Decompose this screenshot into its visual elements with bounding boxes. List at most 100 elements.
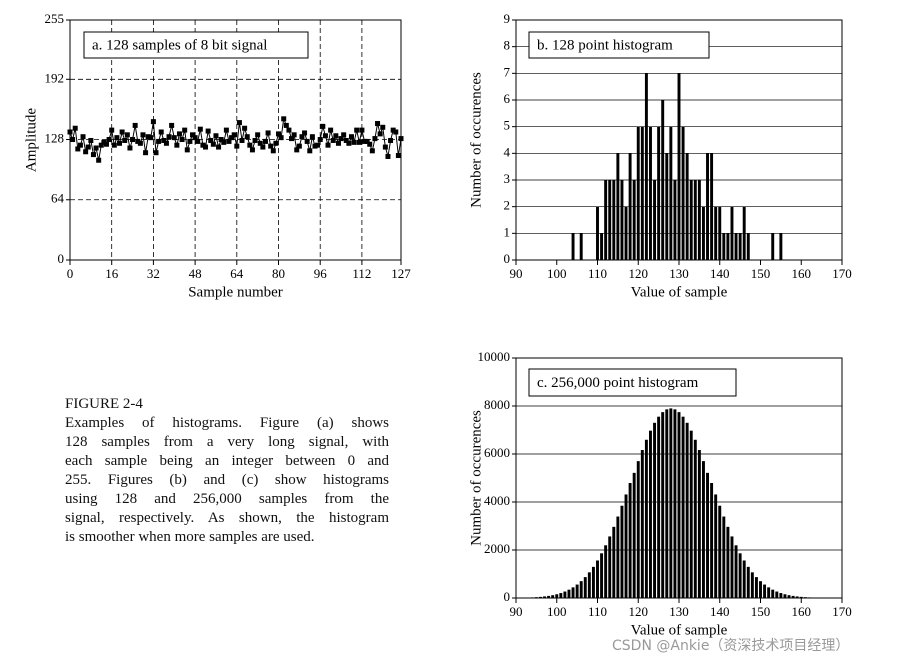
y-tick-label: 192 [45, 70, 65, 85]
histogram-bar [673, 409, 677, 598]
sample-marker [195, 138, 201, 144]
histogram-bar [669, 408, 673, 598]
histogram-bar [669, 126, 673, 261]
sample-marker [382, 144, 388, 150]
x-tick-label: 130 [669, 266, 689, 281]
histogram-bar [628, 153, 632, 260]
histogram-bar [649, 126, 652, 261]
sample-marker [242, 125, 248, 131]
sample-marker [205, 128, 211, 134]
histogram-bar [722, 516, 726, 598]
histogram-bar [689, 430, 693, 598]
sample-marker [109, 127, 115, 133]
y-tick-label: 9 [504, 11, 511, 26]
histogram-bar [596, 560, 599, 598]
histogram-bar [600, 233, 604, 260]
sample-marker [117, 140, 123, 146]
y-tick-label: 4 [504, 144, 511, 159]
sample-marker [96, 157, 102, 163]
histogram-bar [563, 591, 567, 598]
x-tick-label: 160 [792, 604, 812, 619]
y-tick-label: 0 [504, 251, 511, 266]
histogram-bar [636, 126, 640, 261]
histogram-bar [583, 577, 587, 598]
sample-marker [171, 135, 177, 141]
sample-marker [122, 137, 128, 143]
x-tick-label: 150 [751, 266, 771, 281]
sample-marker [283, 122, 289, 128]
x-axis-label: Value of sample [631, 284, 728, 300]
sample-marker [106, 137, 112, 143]
histogram-bar [750, 572, 754, 598]
sample-marker [268, 143, 274, 149]
sample-marker [286, 127, 292, 133]
histogram-bar [693, 439, 697, 598]
histogram-bar [555, 594, 559, 598]
x-tick-label: 110 [588, 266, 607, 281]
caption-heading: FIGURE 2-4 [65, 396, 143, 412]
histogram-bar [653, 180, 657, 260]
histogram-bar [685, 422, 689, 598]
histogram-bar [681, 416, 685, 598]
histogram-bar [742, 560, 746, 598]
sample-marker [270, 148, 276, 154]
histogram-bar [742, 206, 746, 260]
sample-marker [385, 153, 391, 159]
sample-marker [70, 137, 76, 143]
y-tick-label: 2000 [484, 541, 510, 556]
histogram-bar [579, 233, 583, 260]
caption: FIGURE 2-4 Examples of histograms. Figur… [65, 395, 389, 547]
histogram-bar [701, 461, 705, 598]
sample-marker [265, 130, 271, 136]
sample-marker [244, 134, 250, 140]
histogram-bar [759, 581, 762, 598]
histogram-bar [620, 505, 624, 598]
sample-marker [124, 132, 130, 138]
histogram-bar [543, 596, 546, 598]
histogram-bar [718, 206, 722, 260]
sample-marker [90, 152, 96, 158]
watermark: CSDN @Ankie（资深技术项目经理） [612, 638, 850, 654]
histogram-bar [710, 153, 714, 260]
x-tick-label: 127 [391, 266, 411, 281]
sample-marker [262, 138, 268, 144]
sample-marker [169, 122, 175, 128]
y-tick-label: 255 [45, 11, 65, 26]
histogram-bar [657, 416, 661, 598]
histogram-bar [600, 553, 604, 598]
histogram-bar [616, 153, 620, 260]
histogram-bar [640, 126, 644, 261]
histogram-bar [673, 180, 677, 260]
x-tick-label: 100 [547, 266, 567, 281]
sample-marker [341, 132, 347, 138]
histogram-bar [538, 596, 542, 598]
histogram-bar [706, 472, 709, 598]
sample-marker [231, 132, 237, 138]
y-tick-label: 6000 [484, 445, 510, 460]
sample-marker [393, 129, 399, 135]
x-tick-label: 112 [352, 266, 371, 281]
histogram-bar [551, 595, 555, 598]
histogram-bar [701, 206, 705, 260]
histogram-bar [738, 553, 742, 598]
histogram-bar [771, 589, 775, 598]
sample-marker [189, 132, 195, 138]
histogram-bar [706, 153, 709, 260]
x-tick-label: 140 [710, 266, 730, 281]
sample-marker [304, 138, 310, 144]
sample-marker [346, 140, 352, 146]
x-tick-label: 130 [669, 604, 689, 619]
histogram-bar [771, 233, 775, 260]
histogram-bar [571, 233, 575, 260]
sample-marker [255, 132, 261, 138]
histogram-bar [604, 180, 608, 260]
x-tick-label: 140 [710, 604, 730, 619]
sample-marker [221, 139, 227, 145]
sample-marker [315, 142, 321, 148]
sample-marker [338, 136, 344, 142]
histogram-bar [734, 545, 738, 598]
sample-marker [335, 140, 341, 146]
sample-marker [322, 133, 328, 139]
histogram-bar [665, 153, 669, 260]
sample-marker [77, 142, 83, 148]
